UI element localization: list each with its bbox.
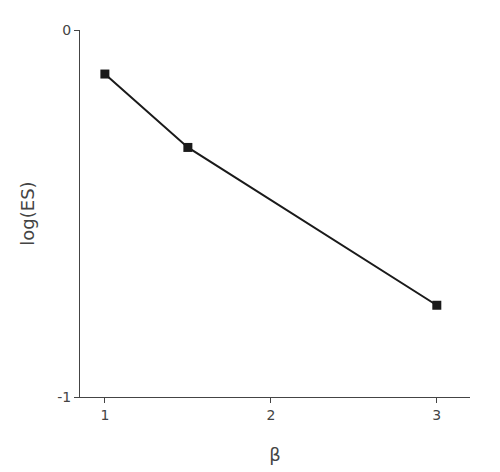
svg-text:-1: -1: [57, 389, 71, 405]
svg-text:1: 1: [100, 407, 109, 423]
svg-text:β: β: [269, 444, 281, 465]
svg-text:3: 3: [432, 407, 441, 423]
svg-text:0: 0: [62, 22, 71, 38]
svg-text:log(ES): log(ES): [17, 181, 38, 245]
svg-text:2: 2: [266, 407, 275, 423]
